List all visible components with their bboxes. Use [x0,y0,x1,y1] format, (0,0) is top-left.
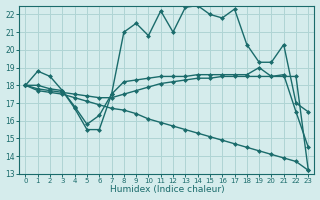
X-axis label: Humidex (Indice chaleur): Humidex (Indice chaleur) [109,185,224,194]
